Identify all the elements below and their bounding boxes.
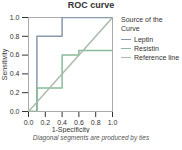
svg-text:1.0: 1.0 <box>108 119 118 126</box>
html-text:ROC curve: ROC curve <box>67 0 115 10</box>
html-text:Source of the Curve: Source of the Curve <box>121 16 163 32</box>
html-text:Resistin: Resistin <box>134 45 159 52</box>
svg-text:1-Specificity: 1-Specificity <box>52 126 90 134</box>
svg-text:0.0: 0.0 <box>24 119 34 126</box>
svg-text:0.0: 0.0 <box>10 108 20 115</box>
svg-text:0.8: 0.8 <box>91 119 101 126</box>
svg-text:1.0: 1.0 <box>10 14 20 21</box>
svg-text:0.8: 0.8 <box>10 33 20 40</box>
svg-text:0.6: 0.6 <box>74 119 84 127</box>
svg-text:0.2: 0.2 <box>40 119 50 126</box>
svg-text:0.4: 0.4 <box>57 119 67 127</box>
svg-text:0.4: 0.4 <box>10 70 20 77</box>
svg-text:0.6: 0.6 <box>10 51 20 58</box>
svg-text:0.2: 0.2 <box>10 89 20 96</box>
svg-text:Sensitivity: Sensitivity <box>1 48 9 80</box>
html-text:Leptin: Leptin <box>134 36 154 43</box>
html-text:Reference line: Reference line <box>134 54 180 61</box>
html-text:Diagonal segments are produced: Diagonal segments are produced by ties <box>32 134 150 141</box>
